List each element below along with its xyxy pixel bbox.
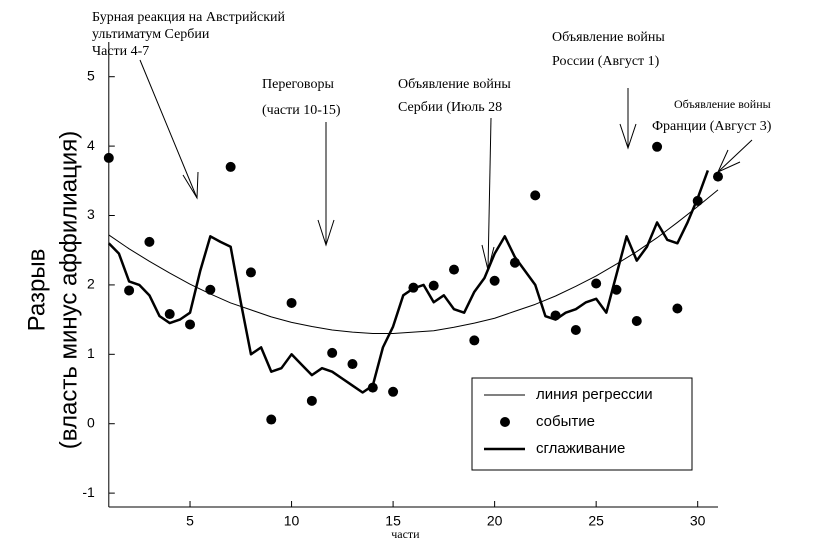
- event-point: [591, 278, 602, 289]
- annotation: Сербии (Июль 28: [398, 100, 502, 115]
- legend-label: линия регрессии: [536, 386, 653, 403]
- y-tick-label: 2: [87, 276, 95, 292]
- annotation: Объявление войны: [674, 97, 771, 111]
- annotation: Франции (Август 3): [652, 119, 772, 134]
- event-point: [570, 325, 581, 336]
- event-point: [306, 395, 317, 406]
- annotation: ультиматум Сербии: [92, 27, 210, 42]
- x-tick-label: 15: [385, 513, 401, 529]
- event-point: [449, 264, 460, 275]
- y-tick-label: 0: [87, 414, 95, 430]
- annotation: Части 4-7: [92, 44, 149, 59]
- event-point: [124, 285, 135, 296]
- y-axis-label: Разрыв: [23, 249, 50, 332]
- event-point: [245, 267, 256, 278]
- event-point: [469, 335, 480, 346]
- annotation: Бурная реакция на Австрийский: [92, 10, 286, 25]
- event-point: [144, 236, 155, 247]
- y-axis-label: (власть минус аффилиация): [55, 131, 82, 449]
- event-point: [367, 382, 378, 393]
- event-point: [266, 414, 277, 425]
- annotation: России (Август 1): [552, 54, 660, 69]
- event-point: [205, 284, 216, 295]
- legend-label: событие: [536, 413, 595, 430]
- y-tick-label: 1: [87, 345, 95, 361]
- event-point: [489, 275, 500, 286]
- y-tick-label: -1: [82, 484, 95, 500]
- x-tick-label: 25: [588, 513, 604, 529]
- series-line: [107, 169, 710, 394]
- y-tick-label: 5: [87, 67, 95, 83]
- x-tick-label: 10: [284, 513, 300, 529]
- series-line: [108, 189, 719, 334]
- legend-swatch: [500, 417, 510, 427]
- event-point: [164, 309, 175, 320]
- event-point: [428, 280, 439, 291]
- annotation: Переговоры: [262, 77, 334, 92]
- legend-label: сглаживание: [536, 440, 625, 457]
- event-point: [713, 171, 723, 182]
- event-point: [286, 297, 297, 308]
- x-tick-label: 30: [690, 513, 706, 529]
- event-point: [225, 161, 236, 172]
- event-point: [631, 316, 642, 326]
- event-point: [347, 359, 358, 370]
- annotation: (части 10-15): [262, 103, 341, 118]
- x-tick-label: 5: [186, 513, 194, 529]
- annotation: Объявление войны: [552, 30, 665, 45]
- event-point: [652, 141, 663, 152]
- event-point: [185, 319, 196, 330]
- event-point: [672, 303, 683, 314]
- x-axis-label: части: [391, 527, 420, 541]
- x-tick-label: 20: [487, 513, 503, 529]
- event-point: [388, 386, 399, 397]
- event-point: [327, 347, 338, 358]
- event-point: [103, 152, 114, 163]
- legend-box: [471, 377, 693, 471]
- y-tick-label: 3: [87, 206, 95, 222]
- annotation: Объявление войны: [398, 77, 511, 92]
- y-tick-label: 4: [87, 137, 95, 153]
- event-point: [530, 190, 541, 201]
